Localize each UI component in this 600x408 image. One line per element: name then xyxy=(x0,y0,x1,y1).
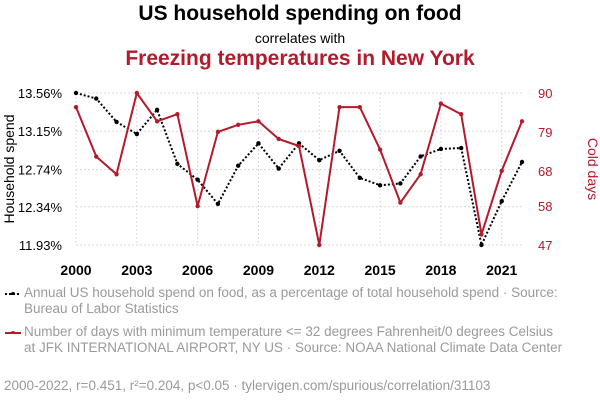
chart-connector: correlates with xyxy=(254,30,346,46)
x-tick-label: 2003 xyxy=(121,262,152,278)
legend-marker-cold xyxy=(5,331,21,334)
data-point-cold xyxy=(175,112,180,117)
x-tick-label: 2000 xyxy=(60,262,91,278)
data-point-cold xyxy=(398,200,403,205)
data-point-spend xyxy=(215,201,221,207)
left-axis-ticks: 11.93% 12.34% 12.74% 13.15% 13.56% xyxy=(18,86,63,253)
right-tick-label: 58 xyxy=(538,199,552,214)
data-point-spend xyxy=(114,119,119,125)
gridlines xyxy=(75,92,522,246)
data-point-cold xyxy=(154,119,160,124)
data-point-spend xyxy=(357,175,363,181)
data-point-spend xyxy=(479,242,484,248)
data-point-cold xyxy=(438,101,444,106)
data-point-cold xyxy=(377,147,383,152)
x-tick-label: 2009 xyxy=(243,262,274,278)
series-line-cold xyxy=(75,92,523,246)
footer-stats: 2000-2022, r=0.451, r²=0.204, p<0.05 · t… xyxy=(4,378,491,393)
left-tick-label: 13.15% xyxy=(18,124,63,139)
data-point-spend xyxy=(134,131,140,137)
data-point-spend xyxy=(519,159,525,165)
right-axis-ticks: 47 58 68 79 90 xyxy=(538,86,552,253)
data-point-cold xyxy=(256,119,261,124)
data-point-cold xyxy=(458,112,464,117)
series-layer xyxy=(73,90,525,248)
data-point-spend xyxy=(235,163,241,168)
data-point-spend xyxy=(418,154,423,159)
data-point-cold xyxy=(317,242,322,248)
data-point-cold xyxy=(337,104,342,110)
data-point-cold xyxy=(195,203,200,209)
data-point-spend xyxy=(73,90,79,96)
chart-title: US household spending on food xyxy=(138,2,462,25)
legend-text-cold: Number of days with minimum temperature … xyxy=(24,324,563,355)
data-point-cold xyxy=(519,119,525,124)
data-point-spend xyxy=(175,161,180,167)
x-tick-label: 2018 xyxy=(425,262,456,278)
data-point-spend xyxy=(317,157,322,163)
series-line-spend xyxy=(75,92,523,246)
x-tick-label: 2021 xyxy=(486,262,517,278)
data-point-cold xyxy=(73,104,79,110)
left-tick-label: 13.56% xyxy=(18,86,63,101)
data-point-cold xyxy=(94,154,99,159)
right-tick-label: 90 xyxy=(538,86,552,101)
legend-item-cold: Number of days with minimum temperature … xyxy=(4,324,564,356)
data-point-cold xyxy=(276,136,281,142)
legend-text-spend: Annual US household spend on food, as a … xyxy=(24,285,558,316)
data-point-spend xyxy=(337,148,342,154)
x-tick-label: 2012 xyxy=(304,262,335,278)
right-tick-label: 47 xyxy=(538,238,552,253)
data-point-spend xyxy=(276,166,281,171)
data-point-cold xyxy=(499,168,504,173)
data-point-cold xyxy=(235,122,241,128)
x-axis-ticks: 2000 2003 2006 2009 2012 2015 2018 2021 xyxy=(60,262,517,278)
data-point-cold xyxy=(114,172,119,177)
chart-subtitle: Freezing temperatures in New York xyxy=(125,47,475,70)
data-point-cold xyxy=(418,172,423,177)
left-tick-label: 12.34% xyxy=(18,200,63,215)
data-point-spend xyxy=(458,145,464,151)
right-tick-label: 68 xyxy=(538,164,552,179)
right-axis-label: Cold days xyxy=(585,138,600,200)
data-point-cold xyxy=(134,90,140,96)
left-tick-label: 11.93% xyxy=(19,238,63,253)
data-point-spend xyxy=(154,107,160,112)
data-point-spend xyxy=(499,198,504,204)
x-tick-label: 2015 xyxy=(365,262,396,278)
data-point-spend xyxy=(398,181,403,186)
data-point-cold xyxy=(215,129,221,135)
data-point-cold xyxy=(479,232,484,237)
legend-marker-spend xyxy=(5,292,21,295)
data-point-spend xyxy=(377,183,383,188)
right-tick-label: 79 xyxy=(538,125,552,140)
left-tick-label: 12.74% xyxy=(18,162,63,177)
data-point-spend xyxy=(195,177,200,182)
left-axis-label: Household spend xyxy=(1,115,17,224)
data-point-cold xyxy=(296,143,302,149)
legend-item-spend: Annual US household spend on food, as a … xyxy=(4,285,564,317)
x-tick-label: 2006 xyxy=(182,262,213,278)
data-point-cold xyxy=(357,104,363,110)
data-point-spend xyxy=(438,146,444,152)
data-point-spend xyxy=(94,96,99,101)
data-point-spend xyxy=(256,141,261,146)
